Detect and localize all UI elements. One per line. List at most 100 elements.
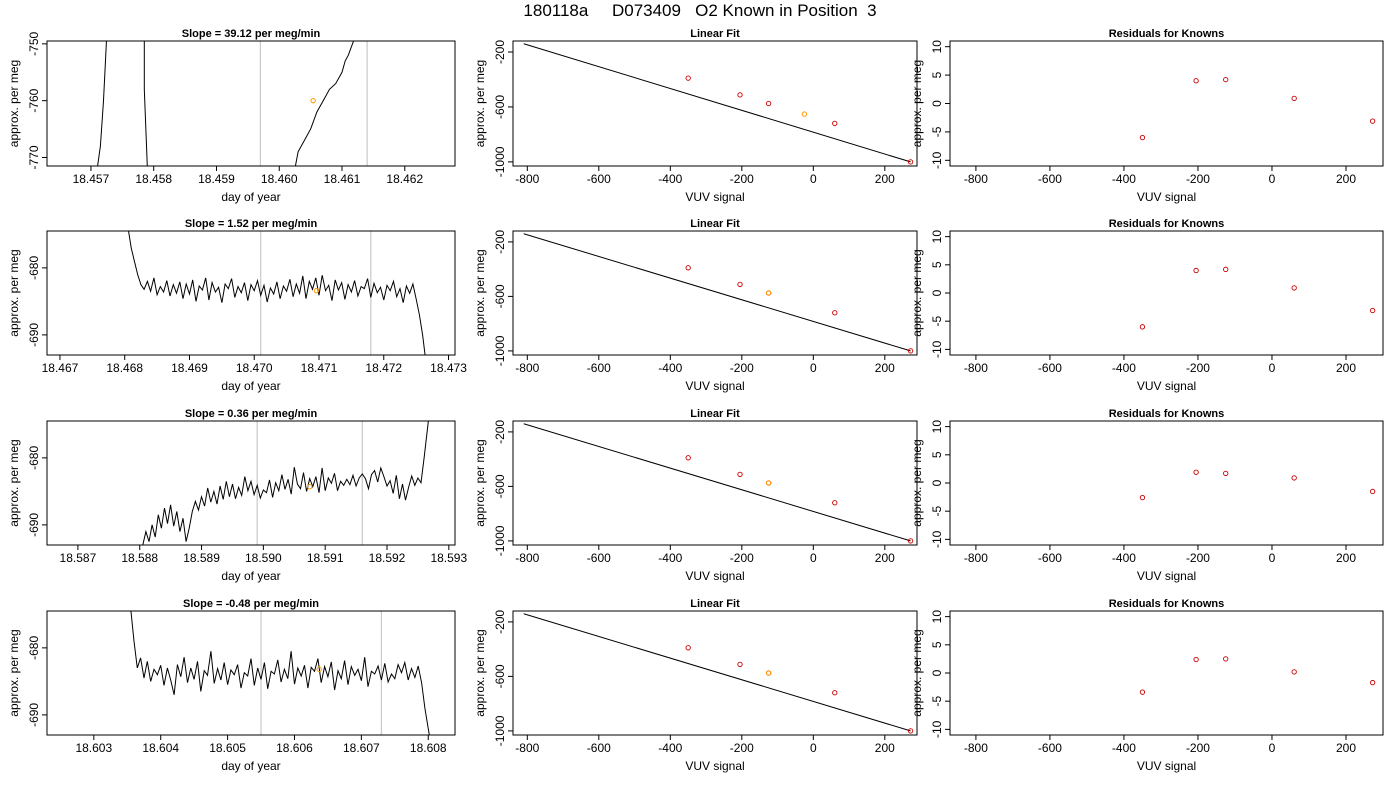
- x-tick-label: 18.468: [106, 361, 143, 375]
- chart-panel-8: -800 -600 -400 -200 0 200 -1000 -600 -200 Linear …: [473, 408, 918, 583]
- y-tick-label: 0: [930, 669, 944, 676]
- x-tick-label: 18.608: [410, 741, 447, 755]
- x-tick-label: 200: [1336, 361, 1356, 375]
- y-tick-label: -680: [27, 446, 41, 470]
- x-tick-label: -400: [1112, 361, 1136, 375]
- x-tick-label: 18.592: [369, 551, 406, 565]
- fit-line: [523, 613, 911, 732]
- y-axis-label: approx. per meg: [910, 60, 924, 147]
- y-tick-label: -5: [930, 316, 944, 327]
- y-axis-label: approx. per meg: [473, 249, 487, 336]
- data-point: [1369, 488, 1376, 495]
- trace-line: [128, 231, 426, 355]
- y-tick-label: 10: [930, 420, 944, 434]
- chart-panel-4: 18.467 18.468 18.469 18.470 18.471 18.472 18.4…: [7, 218, 467, 393]
- x-axis-label: day of year: [221, 190, 280, 204]
- plot-frame: [949, 230, 1384, 356]
- chart-panel-6: -800 -600 -400 -200 0 200 -10 -5 0 5 10 Residuals f…: [910, 218, 1384, 393]
- x-tick-label: 18.604: [142, 741, 179, 755]
- x-tick-label: -400: [1112, 172, 1136, 186]
- plot-area: [523, 613, 914, 734]
- y-tick-label: -200: [493, 230, 507, 254]
- y-axis-label: approx. per meg: [473, 439, 487, 526]
- x-tick-label: 0: [810, 741, 817, 755]
- plot-frame: [949, 610, 1384, 736]
- y-tick-label: 10: [930, 610, 944, 624]
- x-axis-label: day of year: [221, 759, 280, 773]
- x-tick-label: -800: [515, 361, 539, 375]
- data-point: [832, 500, 838, 506]
- chart-title: Linear Fit: [690, 218, 740, 230]
- chart-panel-1: 18.457 18.458 18.459 18.460 18.461 18.462 -770…: [7, 28, 456, 204]
- plot-frame: [512, 420, 918, 546]
- x-tick-label: -600: [587, 741, 611, 755]
- x-axis-label: day of year: [221, 569, 280, 583]
- y-tick-label: 10: [930, 40, 944, 54]
- data-point: [1193, 469, 1199, 475]
- chart-panel-12: -800 -600 -400 -200 0 200 -10 -5 0 5 10 Residuals f…: [910, 598, 1384, 773]
- y-tick-label: 10: [930, 230, 944, 244]
- y-axis-label: approx. per meg: [7, 249, 21, 336]
- x-tick-label: -400: [658, 741, 682, 755]
- x-tick-label: -400: [1112, 741, 1136, 755]
- x-tick-label: 18.471: [301, 361, 338, 375]
- plot-area: [1139, 469, 1376, 501]
- sample-point: [316, 666, 322, 673]
- sample-point: [765, 480, 772, 486]
- x-tick-label: 18.603: [75, 741, 112, 755]
- y-tick-label: 5: [930, 641, 944, 648]
- x-tick-label: 18.605: [209, 741, 246, 755]
- x-tick-label: -400: [1112, 551, 1136, 565]
- x-tick-label: -800: [964, 551, 988, 565]
- chart-title: Slope = -0.48 per meg/min: [183, 598, 319, 610]
- chart-title: Linear Fit: [690, 598, 740, 610]
- data-point: [1223, 76, 1229, 83]
- chart-panel-9: -800 -600 -400 -200 0 200 -10 -5 0 5 10 Residuals f…: [910, 408, 1384, 583]
- y-tick-label: -1000: [493, 335, 507, 366]
- y-tick-label: -600: [493, 284, 507, 308]
- data-point: [907, 348, 914, 354]
- data-point: [1139, 689, 1146, 695]
- plot-area: [523, 423, 914, 544]
- x-tick-label: 18.593: [430, 551, 467, 565]
- x-tick-label: -600: [587, 172, 611, 186]
- sample-point: [765, 290, 772, 296]
- y-tick-label: -1000: [493, 715, 507, 746]
- trace-line: [143, 41, 148, 166]
- x-tick-label: -400: [658, 172, 682, 186]
- x-tick-label: 18.591: [307, 551, 344, 565]
- x-tick-label: 0: [810, 551, 817, 565]
- trace-line: [130, 611, 430, 735]
- plot-area: [128, 231, 426, 355]
- chart-title: Slope = 0.36 per meg/min: [185, 408, 318, 420]
- data-point: [685, 265, 691, 271]
- x-tick-label: -800: [515, 741, 539, 755]
- x-tick-label: 18.469: [171, 361, 208, 375]
- x-tick-label: 18.587: [60, 551, 97, 565]
- data-point: [1223, 656, 1229, 662]
- y-tick-label: -10: [930, 151, 944, 169]
- data-point: [832, 120, 838, 127]
- y-tick-label: 5: [930, 261, 944, 268]
- sample-point: [765, 670, 772, 676]
- x-tick-label: 200: [875, 361, 895, 375]
- x-tick-label: -200: [730, 551, 754, 565]
- y-tick-label: 0: [930, 289, 944, 296]
- x-tick-label: -600: [587, 551, 611, 565]
- x-tick-label: 18.589: [183, 551, 220, 565]
- y-tick-label: -600: [493, 664, 507, 688]
- x-tick-label: -800: [515, 172, 539, 186]
- x-tick-label: 18.461: [324, 172, 361, 186]
- x-tick-label: 0: [1269, 172, 1276, 186]
- y-tick-label: -680: [27, 636, 41, 660]
- x-tick-label: 0: [810, 172, 817, 186]
- plot-area: [97, 41, 368, 166]
- y-tick-label: -600: [493, 95, 507, 119]
- data-point: [832, 690, 838, 696]
- x-tick-label: -400: [658, 551, 682, 565]
- x-tick-label: -600: [1038, 172, 1062, 186]
- x-tick-label: 18.606: [276, 741, 313, 755]
- chart-title: Residuals for Knowns: [1109, 218, 1225, 230]
- chart-title: Slope = 39.12 per meg/min: [182, 28, 321, 40]
